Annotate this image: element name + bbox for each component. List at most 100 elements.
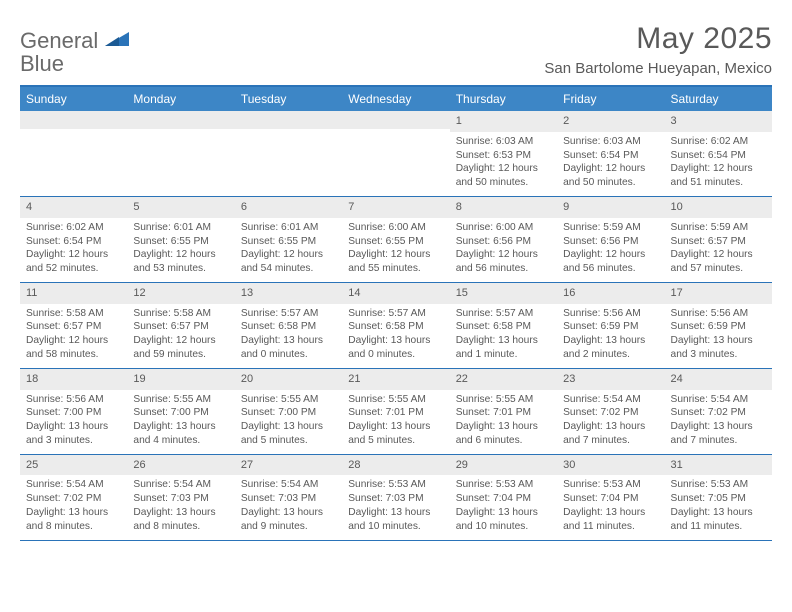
day-number: 4 bbox=[20, 197, 127, 218]
day-daylight1: Daylight: 12 hours bbox=[133, 248, 230, 262]
day-number: 14 bbox=[342, 283, 449, 304]
day-number: 29 bbox=[450, 455, 557, 476]
day-sunrise: Sunrise: 5:54 AM bbox=[241, 478, 338, 492]
day-daylight1: Daylight: 12 hours bbox=[671, 162, 768, 176]
day-details: Sunrise: 5:54 AMSunset: 7:03 PMDaylight:… bbox=[239, 478, 338, 533]
day-sunset: Sunset: 6:55 PM bbox=[348, 235, 445, 249]
day-daylight2: and 11 minutes. bbox=[671, 520, 768, 534]
day-sunset: Sunset: 6:55 PM bbox=[241, 235, 338, 249]
day-sunrise: Sunrise: 5:53 AM bbox=[671, 478, 768, 492]
day-sunrise: Sunrise: 5:59 AM bbox=[563, 221, 660, 235]
day-number: 7 bbox=[342, 197, 449, 218]
day-cell: 1Sunrise: 6:03 AMSunset: 6:53 PMDaylight… bbox=[450, 111, 557, 196]
day-sunrise: Sunrise: 6:00 AM bbox=[348, 221, 445, 235]
day-details: Sunrise: 5:56 AMSunset: 7:00 PMDaylight:… bbox=[24, 393, 123, 448]
day-sunrise: Sunrise: 5:59 AM bbox=[671, 221, 768, 235]
day-daylight1: Daylight: 12 hours bbox=[241, 248, 338, 262]
day-cell: 3Sunrise: 6:02 AMSunset: 6:54 PMDaylight… bbox=[665, 111, 772, 196]
day-cell: 4Sunrise: 6:02 AMSunset: 6:54 PMDaylight… bbox=[20, 197, 127, 282]
day-daylight2: and 7 minutes. bbox=[563, 434, 660, 448]
day-sunrise: Sunrise: 5:55 AM bbox=[241, 393, 338, 407]
logo-triangle-icon bbox=[105, 30, 129, 48]
day-sunset: Sunset: 6:59 PM bbox=[671, 320, 768, 334]
logo-text: General Blue bbox=[20, 28, 129, 76]
day-sunset: Sunset: 6:59 PM bbox=[563, 320, 660, 334]
day-cell: 13Sunrise: 5:57 AMSunset: 6:58 PMDayligh… bbox=[235, 283, 342, 368]
day-number: 15 bbox=[450, 283, 557, 304]
day-daylight2: and 0 minutes. bbox=[348, 348, 445, 362]
week-row: 25Sunrise: 5:54 AMSunset: 7:02 PMDayligh… bbox=[20, 455, 772, 541]
day-sunset: Sunset: 7:03 PM bbox=[348, 492, 445, 506]
day-daylight2: and 1 minute. bbox=[456, 348, 553, 362]
day-sunrise: Sunrise: 6:02 AM bbox=[671, 135, 768, 149]
day-sunrise: Sunrise: 6:03 AM bbox=[456, 135, 553, 149]
day-number: 12 bbox=[127, 283, 234, 304]
day-daylight2: and 56 minutes. bbox=[563, 262, 660, 276]
day-sunset: Sunset: 7:05 PM bbox=[671, 492, 768, 506]
day-cell: 21Sunrise: 5:55 AMSunset: 7:01 PMDayligh… bbox=[342, 369, 449, 454]
day-sunset: Sunset: 7:03 PM bbox=[133, 492, 230, 506]
day-daylight2: and 3 minutes. bbox=[26, 434, 123, 448]
dow-saturday: Saturday bbox=[665, 87, 772, 111]
day-sunset: Sunset: 7:04 PM bbox=[563, 492, 660, 506]
day-daylight1: Daylight: 13 hours bbox=[26, 506, 123, 520]
day-cell: 17Sunrise: 5:56 AMSunset: 6:59 PMDayligh… bbox=[665, 283, 772, 368]
day-daylight2: and 57 minutes. bbox=[671, 262, 768, 276]
day-cell: 10Sunrise: 5:59 AMSunset: 6:57 PMDayligh… bbox=[665, 197, 772, 282]
week-row: 4Sunrise: 6:02 AMSunset: 6:54 PMDaylight… bbox=[20, 197, 772, 283]
day-cell: 8Sunrise: 6:00 AMSunset: 6:56 PMDaylight… bbox=[450, 197, 557, 282]
day-cell: 20Sunrise: 5:55 AMSunset: 7:00 PMDayligh… bbox=[235, 369, 342, 454]
day-daylight1: Daylight: 13 hours bbox=[133, 420, 230, 434]
day-daylight2: and 9 minutes. bbox=[241, 520, 338, 534]
day-details: Sunrise: 5:57 AMSunset: 6:58 PMDaylight:… bbox=[346, 307, 445, 362]
day-sunrise: Sunrise: 5:53 AM bbox=[456, 478, 553, 492]
day-daylight2: and 54 minutes. bbox=[241, 262, 338, 276]
day-details: Sunrise: 5:55 AMSunset: 7:00 PMDaylight:… bbox=[131, 393, 230, 448]
day-details: Sunrise: 5:57 AMSunset: 6:58 PMDaylight:… bbox=[239, 307, 338, 362]
day-cell bbox=[127, 111, 234, 196]
day-sunset: Sunset: 7:01 PM bbox=[348, 406, 445, 420]
day-daylight1: Daylight: 13 hours bbox=[241, 506, 338, 520]
day-daylight1: Daylight: 12 hours bbox=[671, 248, 768, 262]
day-sunset: Sunset: 6:56 PM bbox=[563, 235, 660, 249]
calendar-page: General Blue May 2025 San Bartolome Huey… bbox=[0, 0, 792, 541]
day-details: Sunrise: 6:01 AMSunset: 6:55 PMDaylight:… bbox=[239, 221, 338, 276]
day-sunset: Sunset: 6:55 PM bbox=[133, 235, 230, 249]
logo-blue: Blue bbox=[20, 51, 64, 76]
day-sunset: Sunset: 6:58 PM bbox=[348, 320, 445, 334]
day-details: Sunrise: 6:03 AMSunset: 6:54 PMDaylight:… bbox=[561, 135, 660, 190]
day-cell bbox=[20, 111, 127, 196]
day-sunset: Sunset: 6:57 PM bbox=[671, 235, 768, 249]
day-details: Sunrise: 5:54 AMSunset: 7:03 PMDaylight:… bbox=[131, 478, 230, 533]
week-row: 11Sunrise: 5:58 AMSunset: 6:57 PMDayligh… bbox=[20, 283, 772, 369]
day-details: Sunrise: 5:55 AMSunset: 7:01 PMDaylight:… bbox=[346, 393, 445, 448]
day-cell: 2Sunrise: 6:03 AMSunset: 6:54 PMDaylight… bbox=[557, 111, 664, 196]
day-sunset: Sunset: 7:02 PM bbox=[563, 406, 660, 420]
day-daylight1: Daylight: 13 hours bbox=[563, 420, 660, 434]
day-number: 30 bbox=[557, 455, 664, 476]
day-sunrise: Sunrise: 6:03 AM bbox=[563, 135, 660, 149]
day-sunrise: Sunrise: 5:56 AM bbox=[26, 393, 123, 407]
day-daylight2: and 6 minutes. bbox=[456, 434, 553, 448]
day-sunrise: Sunrise: 5:57 AM bbox=[348, 307, 445, 321]
day-sunset: Sunset: 6:53 PM bbox=[456, 149, 553, 163]
day-number: 9 bbox=[557, 197, 664, 218]
day-cell: 30Sunrise: 5:53 AMSunset: 7:04 PMDayligh… bbox=[557, 455, 664, 540]
calendar-grid: Sunday Monday Tuesday Wednesday Thursday… bbox=[20, 85, 772, 541]
week-row: 18Sunrise: 5:56 AMSunset: 7:00 PMDayligh… bbox=[20, 369, 772, 455]
day-daylight1: Daylight: 12 hours bbox=[26, 248, 123, 262]
day-sunset: Sunset: 7:02 PM bbox=[26, 492, 123, 506]
day-daylight1: Daylight: 13 hours bbox=[133, 506, 230, 520]
day-daylight1: Daylight: 12 hours bbox=[456, 162, 553, 176]
day-number: 6 bbox=[235, 197, 342, 218]
day-daylight2: and 55 minutes. bbox=[348, 262, 445, 276]
day-cell: 7Sunrise: 6:00 AMSunset: 6:55 PMDaylight… bbox=[342, 197, 449, 282]
day-sunrise: Sunrise: 5:54 AM bbox=[563, 393, 660, 407]
day-sunset: Sunset: 7:04 PM bbox=[456, 492, 553, 506]
day-sunrise: Sunrise: 5:54 AM bbox=[671, 393, 768, 407]
day-details: Sunrise: 6:02 AMSunset: 6:54 PMDaylight:… bbox=[669, 135, 768, 190]
day-number: 16 bbox=[557, 283, 664, 304]
day-daylight2: and 0 minutes. bbox=[241, 348, 338, 362]
day-sunset: Sunset: 7:03 PM bbox=[241, 492, 338, 506]
day-daylight2: and 50 minutes. bbox=[563, 176, 660, 190]
